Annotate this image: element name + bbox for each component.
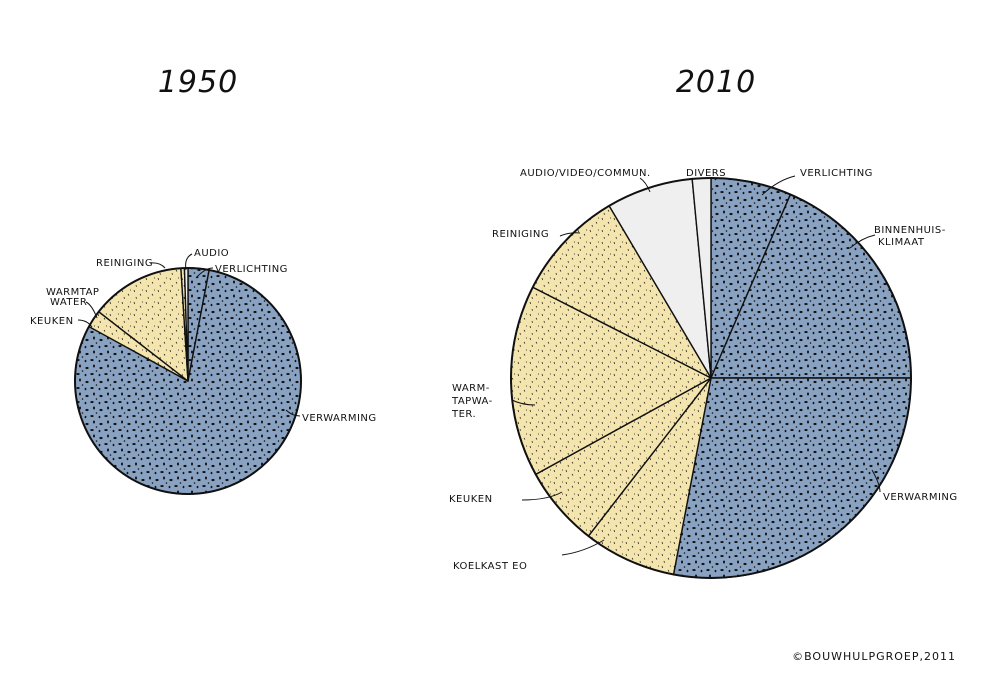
leader-2010-reiniging bbox=[559, 232, 581, 237]
label-1950-audio: AUDIO bbox=[194, 248, 229, 259]
label-1950-reiniging: REINIGING bbox=[96, 258, 153, 269]
pie-2010-slice-koelkast-eo-texture bbox=[588, 378, 711, 575]
labels-2010 bbox=[511, 175, 881, 556]
pie-2010 bbox=[510, 177, 912, 579]
label-2010-reiniging: REINIGING bbox=[492, 229, 549, 240]
label-2010-divers: DIVERS bbox=[686, 168, 726, 179]
leader-2010-warm bbox=[511, 399, 536, 406]
label-2010-keuken: KEUKEN bbox=[449, 494, 493, 505]
pie-2010-slice-verwarming-texture bbox=[673, 378, 912, 579]
pie-1950-outline bbox=[74, 267, 302, 495]
label-1950-verlichting: VERLICHTING bbox=[215, 264, 288, 275]
chart-2010-title: 2010 bbox=[676, 65, 756, 100]
copyright-credit: ©BOUWHULPGROEP,2011 bbox=[792, 650, 956, 663]
leader-2010-audio bbox=[639, 177, 651, 193]
leader-2010-verwarming bbox=[871, 469, 881, 493]
leader-1950-warmtap bbox=[85, 301, 98, 319]
pie-2010-outline bbox=[510, 177, 912, 579]
pie-1950-slice-keuken-texture bbox=[88, 311, 188, 381]
leader-1950-audio bbox=[185, 253, 193, 271]
leader-2010-keuken bbox=[521, 491, 563, 501]
label-1950-warmtap-1: WARMTAP bbox=[46, 287, 99, 298]
label-1950-warmtap-2: WATER bbox=[50, 297, 87, 308]
pie-2010-slice-keuken-texture bbox=[535, 378, 711, 537]
labels-1950 bbox=[77, 253, 301, 417]
label-2010-koelkast: KOELKAST EO bbox=[453, 561, 527, 572]
label-1950-keuken: KEUKEN bbox=[30, 316, 74, 327]
pie-2010-slice-reiniging-texture bbox=[532, 205, 711, 378]
label-2010-warm-3: TER. bbox=[451, 409, 476, 420]
leader-2010-verlichting bbox=[761, 175, 796, 196]
chart-1950-title: 1950 bbox=[158, 65, 238, 100]
leader-1950-keuken bbox=[77, 319, 93, 328]
pie-2010-slice-verlichting-texture bbox=[711, 178, 791, 378]
label-2010-audio: AUDIO/VIDEO/COMMUN. bbox=[520, 168, 651, 179]
leader-1950-verwarming bbox=[285, 409, 301, 417]
pie-1950-slice-reiniging-texture bbox=[180, 268, 188, 381]
label-1950-verwarming: VERWARMING bbox=[302, 413, 377, 424]
leader-2010-klimaat bbox=[849, 234, 876, 249]
label-2010-klimaat-2: KLIMAAT bbox=[878, 237, 925, 248]
pie-1950-slice-verwarming-texture bbox=[75, 270, 302, 494]
pie-2010-slice-warmtapwater-texture bbox=[511, 287, 711, 475]
label-2010-verwarming: VERWARMING bbox=[883, 492, 958, 503]
label-2010-warm-2: TAPWA- bbox=[451, 396, 493, 407]
pie-1950 bbox=[74, 267, 302, 495]
label-2010-klimaat-1: BINNENHUIS- bbox=[874, 225, 946, 236]
leader-1950-verlichting bbox=[195, 267, 214, 279]
pie-1950-slice-warmtapwater-texture bbox=[98, 268, 188, 381]
label-2010-warm-1: WARM- bbox=[452, 383, 490, 394]
leader-2010-koelkast bbox=[561, 539, 605, 556]
pie-2010-slice-binnenhuis-klimaat-texture bbox=[711, 194, 911, 378]
label-2010-verlichting: VERLICHTING bbox=[800, 168, 873, 179]
leader-1950-reiniging bbox=[149, 262, 166, 269]
